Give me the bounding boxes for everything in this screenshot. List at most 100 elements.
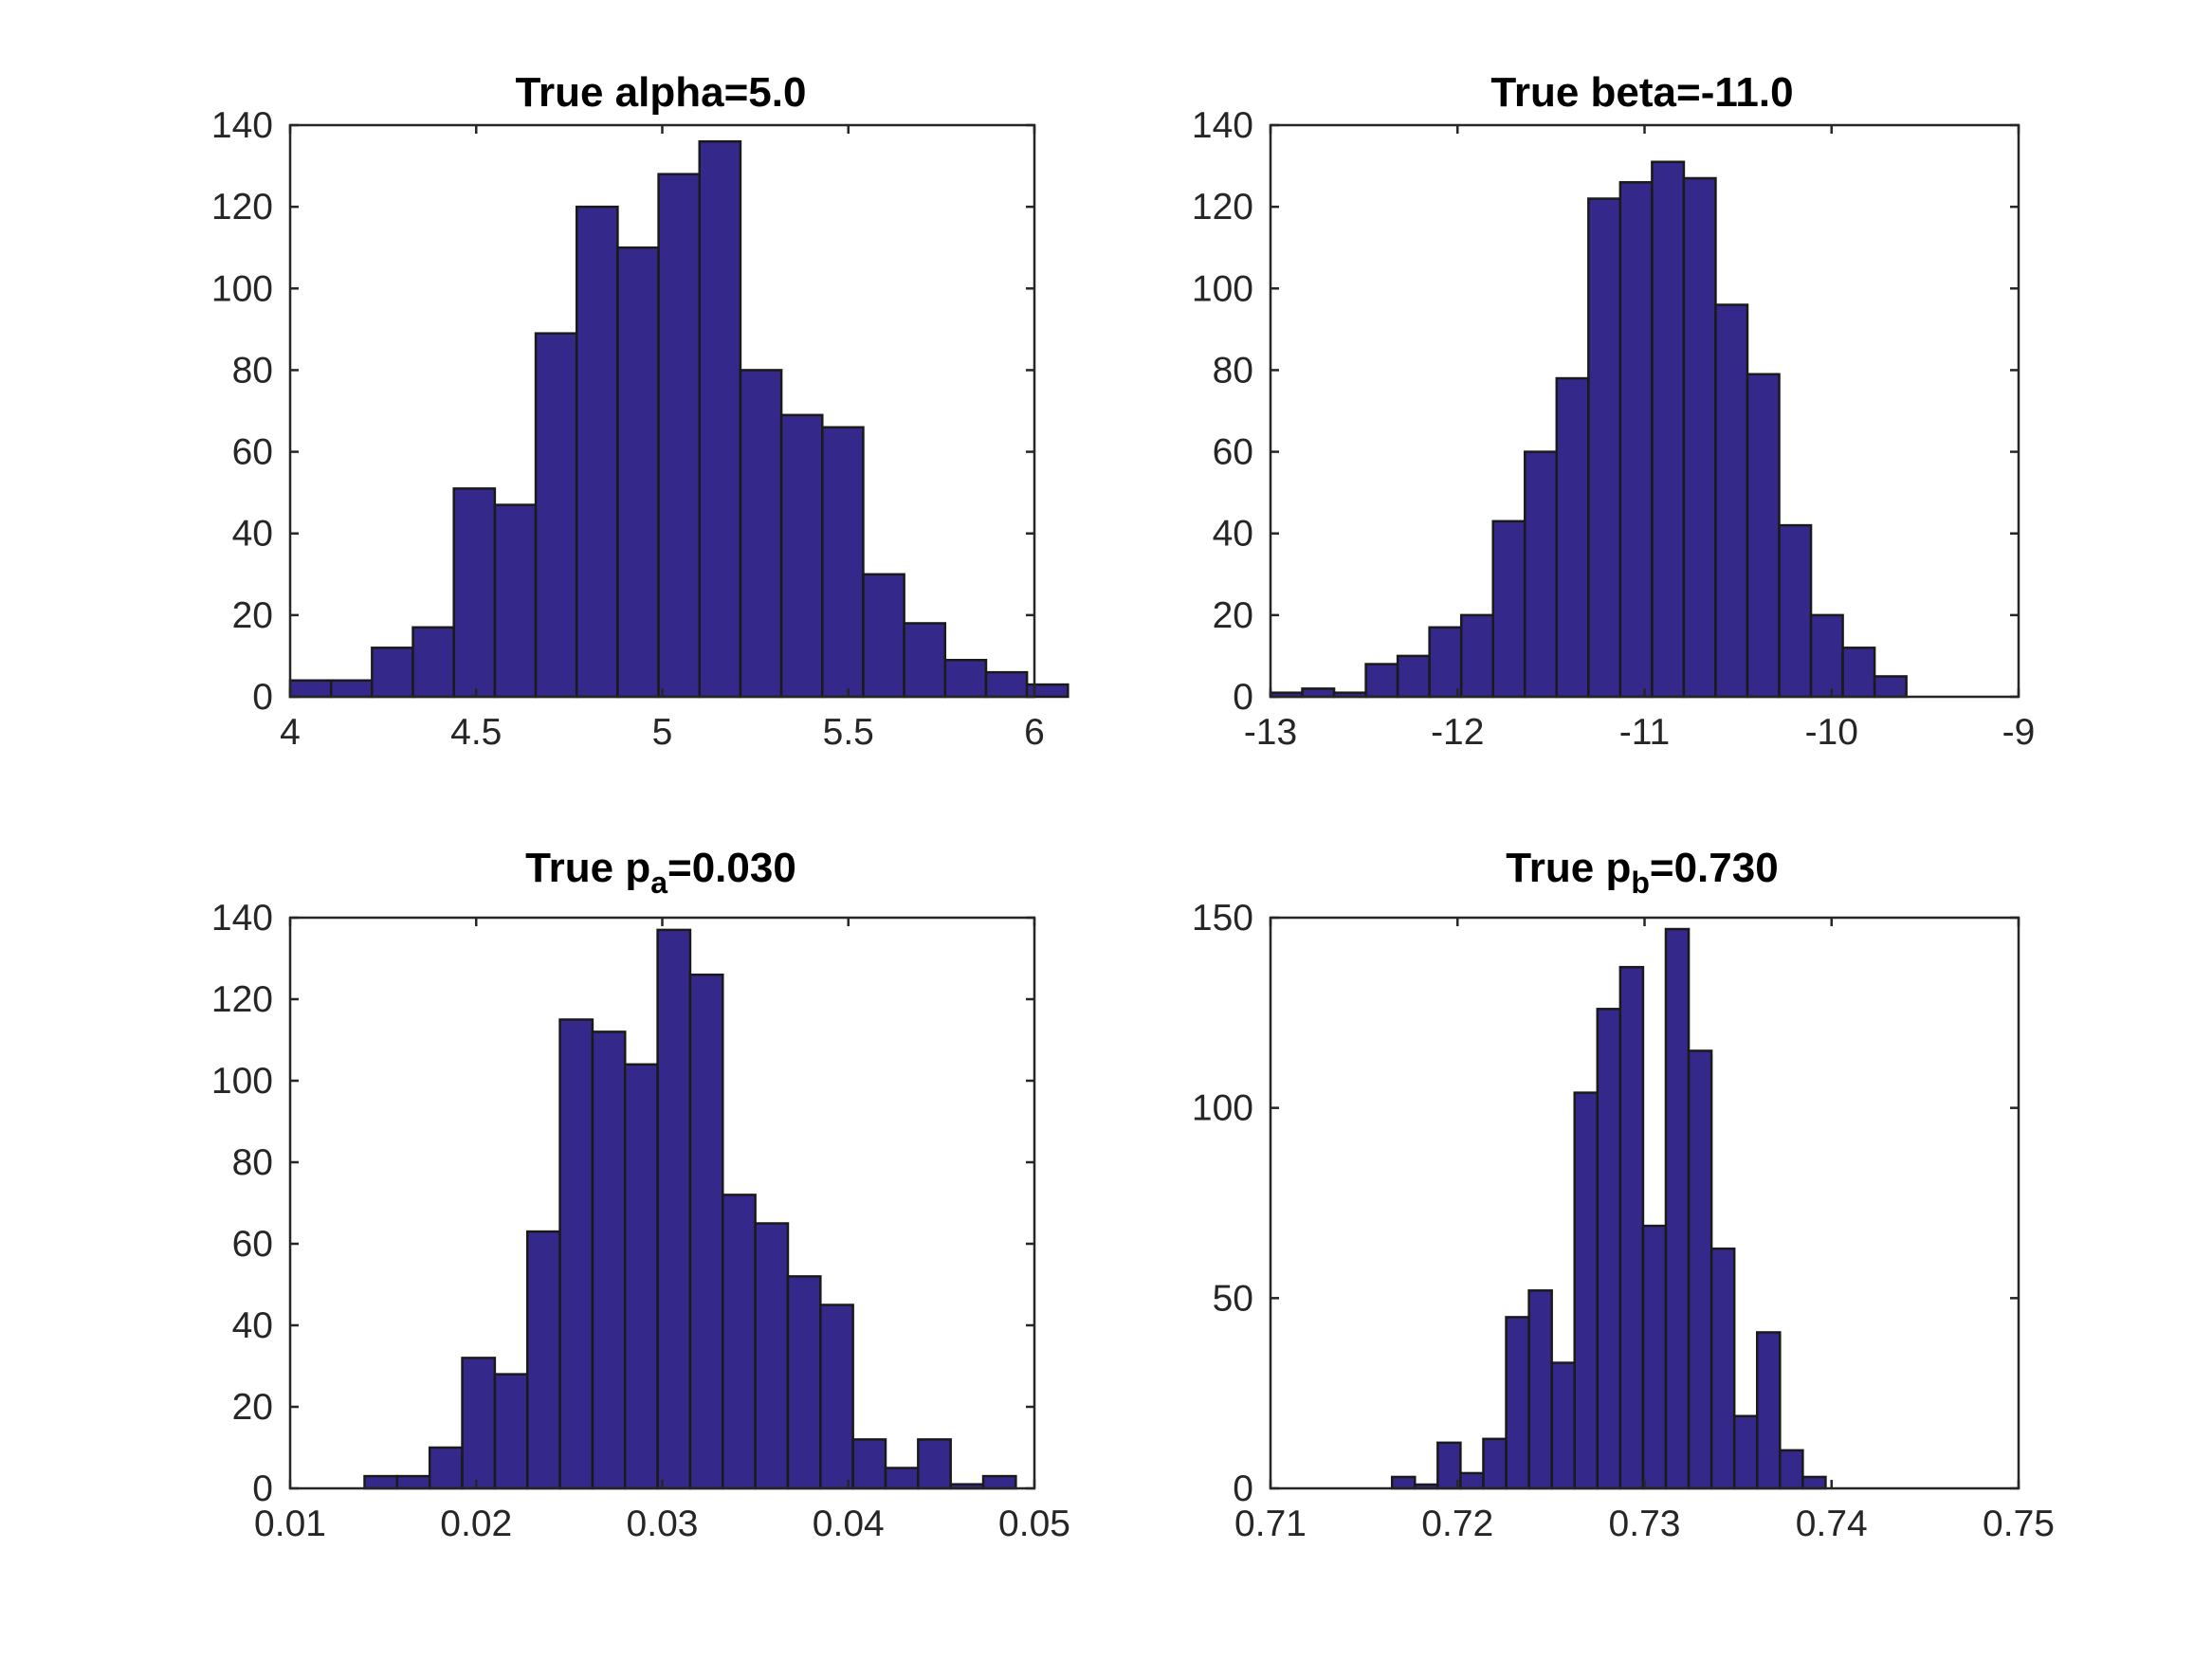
x-tick-label: 5: [652, 712, 673, 753]
y-tick-label: 100: [1192, 268, 1253, 309]
bar: [884, 1467, 920, 1490]
y-tick-label: 100: [1192, 1088, 1253, 1129]
bar: [1524, 450, 1559, 699]
bar: [616, 246, 660, 699]
title-main: True p: [1506, 845, 1631, 891]
x-tick-label: 0.72: [1421, 1504, 1493, 1544]
chart-title: True pb=0.730: [1506, 845, 1778, 900]
y-tick-label: 120: [211, 187, 273, 228]
x-tick-label: 0.02: [440, 1504, 512, 1544]
bar: [1573, 1091, 1600, 1490]
y-tick-label: 20: [232, 595, 273, 636]
bar: [754, 1222, 790, 1490]
bar: [1664, 927, 1691, 1490]
bar: [288, 679, 333, 699]
y-tick-label: 40: [232, 514, 273, 555]
bar: [1587, 197, 1622, 699]
chart-title: True alpha=5.0: [516, 69, 807, 116]
title-rest: =0.730: [1650, 845, 1779, 891]
bar: [363, 1474, 399, 1490]
bar: [1596, 1008, 1622, 1490]
bar: [1505, 1316, 1530, 1490]
title-subscript: b: [1631, 866, 1650, 900]
bar: [1459, 613, 1494, 699]
bar: [739, 369, 783, 699]
title-main: True p: [525, 845, 650, 891]
bar: [1618, 181, 1654, 699]
y-tick-label: 140: [211, 105, 273, 146]
bar: [1428, 626, 1463, 699]
bar: [903, 622, 947, 699]
y-tick-label: 80: [232, 1142, 273, 1183]
bar: [1550, 1361, 1576, 1490]
bar: [1301, 687, 1336, 699]
x-tick-label: 6: [1024, 712, 1045, 753]
y-tick-label: 140: [1192, 105, 1253, 146]
bar: [656, 928, 692, 1490]
bar: [1482, 1437, 1508, 1490]
title-subscript: a: [650, 866, 667, 900]
bar: [493, 1373, 529, 1490]
ticks: 0.71 0.72 0.73 0.74 0.75 0 50 100 150: [1192, 898, 2055, 1544]
bar: [943, 658, 988, 699]
y-tick-label: 120: [211, 979, 273, 1020]
y-tick-label: 60: [232, 432, 273, 473]
y-tick-label: 80: [1213, 350, 1253, 391]
x-tick-label: 0.71: [1234, 1504, 1307, 1544]
bar: [1841, 647, 1876, 699]
x-tick-label: -9: [2002, 712, 2036, 753]
y-tick-label: 50: [1213, 1278, 1253, 1319]
y-tick-label: 0: [1233, 1468, 1253, 1509]
x-tick-label: 0.04: [813, 1504, 885, 1544]
ticks: -13 -12 -11 -10 -9 0 20 40 60 80 100 120 140: [1192, 105, 2035, 753]
bar: [657, 173, 702, 699]
bar: [411, 626, 455, 699]
bar: [1755, 1331, 1782, 1490]
bar: [1709, 1247, 1736, 1490]
bar: [984, 670, 1029, 699]
bar: [329, 679, 374, 699]
ticks: 0.01 0.02 0.03 0.04 0.05 0 20 40 60 80 100 120 140: [211, 898, 1070, 1544]
bars: [1390, 927, 1827, 1490]
bar: [1491, 520, 1526, 699]
bar: [452, 487, 497, 699]
bar: [1682, 176, 1717, 699]
bar: [1459, 1471, 1485, 1490]
title-rest: =0.030: [667, 845, 796, 891]
bar: [862, 573, 905, 699]
y-tick-label: 0: [252, 677, 273, 718]
x-tick-label: -13: [1244, 712, 1297, 753]
x-tick-label: 4.5: [450, 712, 502, 753]
bar: [493, 503, 538, 699]
bar: [688, 973, 724, 1490]
bar: [1025, 683, 1069, 699]
bar: [1364, 663, 1399, 699]
bar: [525, 1230, 561, 1490]
chart-title: True pa=0.030: [525, 845, 796, 900]
bar: [917, 1438, 952, 1490]
bar: [1390, 1475, 1417, 1490]
y-tick-label: 80: [232, 350, 273, 391]
bar: [1746, 373, 1781, 699]
x-tick-label: 5.5: [823, 712, 874, 753]
chart-title: True beta=-11.0: [1490, 69, 1793, 116]
bar: [1687, 1049, 1713, 1490]
bars: [363, 928, 1017, 1490]
bar: [981, 1474, 1017, 1490]
histogram-alpha: True alpha=5.0 4 4.5 5 5.5 60204060801001201…: [211, 69, 1069, 753]
y-tick-label: 40: [1213, 514, 1253, 555]
x-tick-label: -12: [1431, 712, 1484, 753]
bar: [1651, 160, 1686, 699]
x-tick-label: 0.75: [1983, 1504, 2055, 1544]
bar: [1618, 965, 1645, 1490]
bar: [1641, 1224, 1668, 1490]
y-tick-label: 20: [232, 1387, 273, 1428]
bar: [1396, 654, 1431, 699]
bar: [722, 1194, 757, 1490]
x-tick-label: 0.03: [627, 1504, 699, 1544]
bar: [698, 139, 742, 699]
histogram-pb: True pb=0.730 0.71 0.72 0.73 0.74 0.75 0 50 100…: [1192, 845, 2055, 1544]
bar: [1555, 376, 1590, 699]
bar: [461, 1357, 497, 1490]
